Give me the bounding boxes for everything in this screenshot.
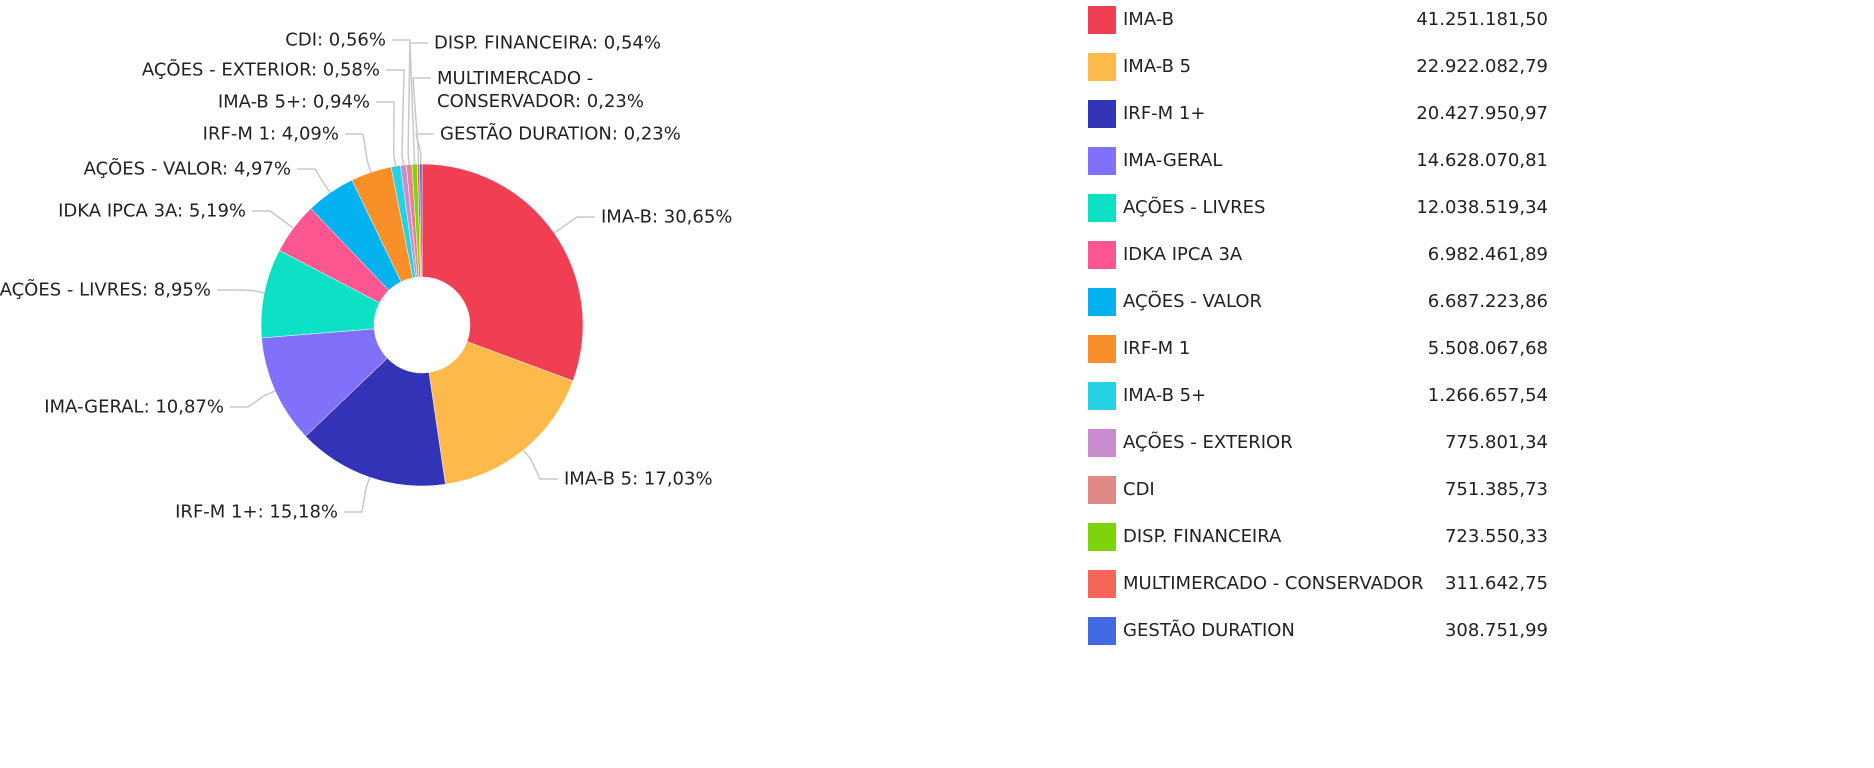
leader-line [230,390,276,408]
legend-name: IMA-GERAL [1123,150,1223,171]
legend-swatch [1088,100,1116,128]
slice [305,357,446,487]
leader-line [553,216,595,234]
legend-row: CDI 751.385,73 [1088,476,1548,506]
leader-line [386,69,405,166]
legend-swatch [1088,617,1116,645]
legend-row: IMA-B 5+ 1.266.657,54 [1088,382,1548,412]
legend-amount: 20.427.950,97 [1416,103,1548,124]
leader-line [345,133,372,173]
legend-name: IRF-M 1 [1123,338,1191,359]
legend-name: AÇÕES - LIVRES [1123,197,1266,218]
data-label: IRF-M 1: 4,09% [202,123,339,145]
legend-amount: 12.038.519,34 [1416,197,1548,218]
legend-row: IRF-M 1+ 20.427.950,97 [1088,100,1548,130]
data-label: AÇÕES - LIVRES: 8,95% [0,279,211,301]
data-label: DISP. FINANCEIRA: 0,54% [434,32,661,54]
legend-row: AÇÕES - EXTERIOR 775.801,34 [1088,429,1548,459]
data-label: IDKA IPCA 3A: 5,19% [58,200,246,222]
legend-row: AÇÕES - LIVRES 12.038.519,34 [1088,194,1548,224]
legend-row: IMA-B 41.251.181,50 [1088,6,1548,36]
legend-swatch [1088,53,1116,81]
leader-line [412,77,431,165]
legend-swatch [1088,6,1116,34]
leader-line [376,101,397,167]
legend-swatch [1088,382,1116,410]
data-label: CDI: 0,56% [285,29,386,51]
legend-row: AÇÕES - VALOR 6.687.223,86 [1088,288,1548,318]
legend-name: IDKA IPCA 3A [1123,244,1243,265]
legend-amount: 751.385,73 [1444,479,1548,500]
legend-row: IMA-B 5 22.922.082,79 [1088,53,1548,83]
legend-row: IDKA IPCA 3A 6.982.461,89 [1088,241,1548,271]
legend-row: DISP. FINANCEIRA 723.550,33 [1088,523,1548,553]
legend-amount: 6.687.223,86 [1427,291,1548,312]
leader-line [409,42,428,165]
slice [261,328,388,437]
leader-line [344,477,371,513]
data-label: IMA-B 5+: 0,94% [217,91,370,113]
data-label: IMA-B 5: 17,03% [564,468,713,490]
legend-name: DISP. FINANCEIRA [1123,526,1282,547]
legend-name: IMA-B [1123,9,1174,30]
legend-swatch [1088,523,1116,551]
legend-amount: 6.982.461,89 [1427,244,1548,265]
data-label: IRF-M 1+: 15,18% [175,501,338,523]
leader-line [392,39,411,165]
legend-name: AÇÕES - EXTERIOR [1123,432,1293,453]
legend-name: CDI [1123,479,1155,500]
legend-row: MULTIMERCADO - CONSERVADOR 311.642,75 [1088,570,1548,600]
legend-amount: 5.508.067,68 [1427,338,1548,359]
legend-name: MULTIMERCADO - CONSERVADOR [1123,573,1424,594]
leader-line [217,289,265,294]
legend-row: GESTÃO DURATION 308.751,99 [1088,617,1548,647]
legend-row: IRF-M 1 5.508.067,68 [1088,335,1548,365]
legend-amount: 14.628.070,81 [1416,150,1548,171]
data-label: AÇÕES - EXTERIOR: 0,58% [141,59,380,81]
legend-name: IMA-B 5 [1123,56,1192,77]
leader-line [297,168,331,194]
legend-swatch [1088,288,1116,316]
data-label: AÇÕES - VALOR: 4,97% [83,158,291,180]
slice [419,163,423,278]
legend-swatch [1088,429,1116,457]
legend-amount: 308.751,99 [1444,620,1548,641]
legend-amount: 1.266.657,54 [1427,385,1548,406]
slice [421,163,584,382]
leader-line [415,133,434,165]
legend-name: GESTÃO DURATION [1123,620,1295,641]
legend-swatch [1088,335,1116,363]
legend-amount: 22.922.082,79 [1416,56,1548,77]
data-label: MULTIMERCADO - CONSERVADOR: 0,23% [437,68,644,112]
legend-swatch [1088,194,1116,222]
legend-swatch [1088,241,1116,269]
legend-swatch [1088,476,1116,504]
leader-line [522,449,558,480]
legend-name: AÇÕES - VALOR [1123,291,1263,312]
legend-name: IRF-M 1+ [1123,103,1206,124]
legend-amount: 311.642,75 [1444,573,1548,594]
legend-amount: 775.801,34 [1444,432,1548,453]
data-label: IMA-B: 30,65% [601,206,733,228]
legend-amount: 41.251.181,50 [1416,9,1548,30]
legend-swatch [1088,570,1116,598]
legend-name: IMA-B 5+ [1123,385,1207,406]
data-label: IMA-GERAL: 10,87% [44,396,224,418]
slice [428,341,574,485]
legend-row: IMA-GERAL 14.628.070,81 [1088,147,1548,177]
data-label: GESTÃO DURATION: 0,23% [440,123,681,145]
legend-amount: 723.550,33 [1444,526,1548,547]
leader-line [252,210,294,229]
legend-swatch [1088,147,1116,175]
